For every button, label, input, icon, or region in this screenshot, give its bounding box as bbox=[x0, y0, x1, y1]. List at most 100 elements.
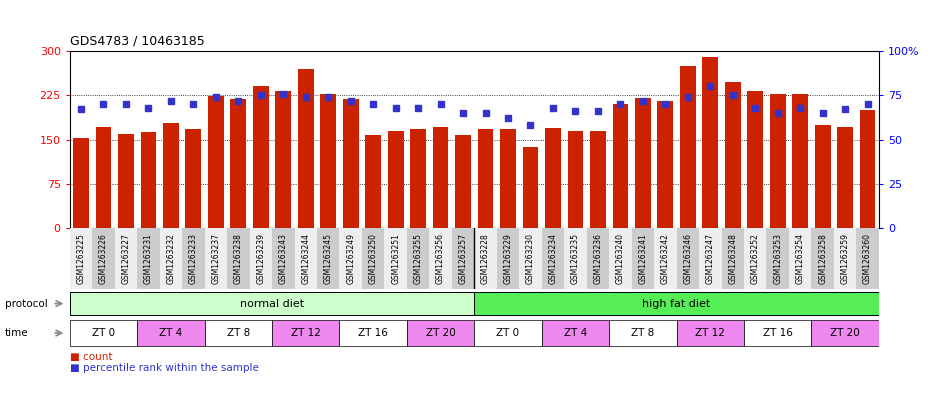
Bar bbox=[182, 228, 205, 289]
Bar bbox=[275, 91, 291, 228]
Bar bbox=[766, 228, 789, 289]
Text: GSM1263260: GSM1263260 bbox=[863, 233, 872, 284]
Bar bbox=[541, 228, 565, 289]
Text: GSM1263242: GSM1263242 bbox=[661, 233, 670, 284]
Text: GSM1263245: GSM1263245 bbox=[324, 233, 333, 284]
Bar bbox=[455, 135, 471, 228]
Bar bbox=[474, 228, 497, 289]
Text: ZT 20: ZT 20 bbox=[426, 328, 456, 338]
Text: ZT 8: ZT 8 bbox=[227, 328, 250, 338]
Bar bbox=[857, 228, 879, 289]
Bar bbox=[253, 86, 269, 228]
Text: GSM1263239: GSM1263239 bbox=[257, 233, 265, 284]
Bar bbox=[205, 228, 227, 289]
Bar bbox=[432, 127, 448, 228]
Text: GSM1263253: GSM1263253 bbox=[773, 233, 782, 284]
Bar bbox=[388, 130, 404, 228]
Text: ZT 16: ZT 16 bbox=[358, 328, 388, 338]
Bar bbox=[317, 228, 339, 289]
Text: high fat diet: high fat diet bbox=[643, 299, 711, 309]
Bar bbox=[541, 320, 609, 346]
Bar bbox=[272, 228, 295, 289]
Text: GSM1263252: GSM1263252 bbox=[751, 233, 760, 284]
Text: GSM1263237: GSM1263237 bbox=[211, 233, 220, 284]
Text: GSM1263250: GSM1263250 bbox=[368, 233, 378, 284]
Bar bbox=[452, 228, 474, 289]
Text: GSM1263257: GSM1263257 bbox=[458, 233, 468, 284]
Text: GSM1263254: GSM1263254 bbox=[796, 233, 804, 284]
Bar bbox=[114, 228, 137, 289]
Bar bbox=[676, 228, 699, 289]
Text: GSM1263228: GSM1263228 bbox=[481, 233, 490, 284]
Text: GSM1263230: GSM1263230 bbox=[526, 233, 535, 284]
Bar bbox=[474, 320, 541, 346]
Bar bbox=[635, 98, 651, 228]
Bar bbox=[834, 228, 857, 289]
Text: GSM1263243: GSM1263243 bbox=[279, 233, 287, 284]
Bar bbox=[205, 320, 272, 346]
Bar bbox=[811, 320, 879, 346]
Text: GSM1263256: GSM1263256 bbox=[436, 233, 445, 284]
Bar bbox=[339, 320, 406, 346]
Text: GSM1263246: GSM1263246 bbox=[684, 233, 692, 284]
Text: ZT 0: ZT 0 bbox=[497, 328, 520, 338]
Bar bbox=[295, 228, 317, 289]
Text: GSM1263244: GSM1263244 bbox=[301, 233, 311, 284]
Text: GSM1263255: GSM1263255 bbox=[414, 233, 422, 284]
Bar bbox=[343, 99, 359, 228]
Text: ■ percentile rank within the sample: ■ percentile rank within the sample bbox=[70, 364, 259, 373]
Bar bbox=[567, 130, 583, 228]
Text: protocol: protocol bbox=[5, 299, 47, 309]
Text: GSM1263259: GSM1263259 bbox=[841, 233, 850, 284]
Bar bbox=[748, 91, 764, 228]
Text: ZT 12: ZT 12 bbox=[696, 328, 725, 338]
Text: GSM1263231: GSM1263231 bbox=[144, 233, 153, 284]
Text: GSM1263249: GSM1263249 bbox=[346, 233, 355, 284]
Bar bbox=[231, 99, 246, 228]
Bar bbox=[384, 228, 406, 289]
Bar bbox=[410, 129, 426, 228]
Bar bbox=[724, 82, 740, 228]
Bar bbox=[811, 228, 834, 289]
Bar bbox=[744, 320, 811, 346]
Text: GSM1263240: GSM1263240 bbox=[616, 233, 625, 284]
Bar bbox=[137, 320, 205, 346]
Bar bbox=[339, 228, 362, 289]
Bar bbox=[249, 228, 272, 289]
Bar bbox=[523, 147, 538, 228]
Bar bbox=[208, 96, 224, 228]
Bar bbox=[272, 320, 339, 346]
Text: ZT 8: ZT 8 bbox=[631, 328, 655, 338]
Text: time: time bbox=[5, 328, 28, 338]
Bar bbox=[298, 69, 313, 228]
Text: GSM1263235: GSM1263235 bbox=[571, 233, 580, 284]
Bar bbox=[658, 101, 673, 228]
Bar bbox=[609, 320, 676, 346]
Bar bbox=[474, 292, 879, 315]
Bar bbox=[500, 129, 516, 228]
Bar bbox=[789, 228, 811, 289]
Text: normal diet: normal diet bbox=[240, 299, 304, 309]
Text: GSM1263225: GSM1263225 bbox=[76, 233, 86, 284]
Bar bbox=[163, 123, 179, 228]
Text: GSM1263232: GSM1263232 bbox=[166, 233, 176, 284]
Bar bbox=[519, 228, 541, 289]
Bar bbox=[70, 292, 474, 315]
Text: GSM1263258: GSM1263258 bbox=[818, 233, 827, 284]
Bar bbox=[365, 135, 381, 228]
Bar bbox=[362, 228, 384, 289]
Text: ZT 0: ZT 0 bbox=[92, 328, 115, 338]
Bar bbox=[676, 320, 744, 346]
Text: GSM1263226: GSM1263226 bbox=[99, 233, 108, 284]
Bar bbox=[70, 228, 92, 289]
Bar bbox=[430, 228, 452, 289]
Bar bbox=[590, 130, 605, 228]
Text: GSM1263241: GSM1263241 bbox=[638, 233, 647, 284]
Bar bbox=[837, 127, 853, 228]
Bar bbox=[118, 134, 134, 228]
Bar bbox=[406, 320, 474, 346]
Bar bbox=[227, 228, 249, 289]
Text: ZT 4: ZT 4 bbox=[159, 328, 182, 338]
Bar bbox=[859, 110, 875, 228]
Bar bbox=[770, 94, 786, 228]
